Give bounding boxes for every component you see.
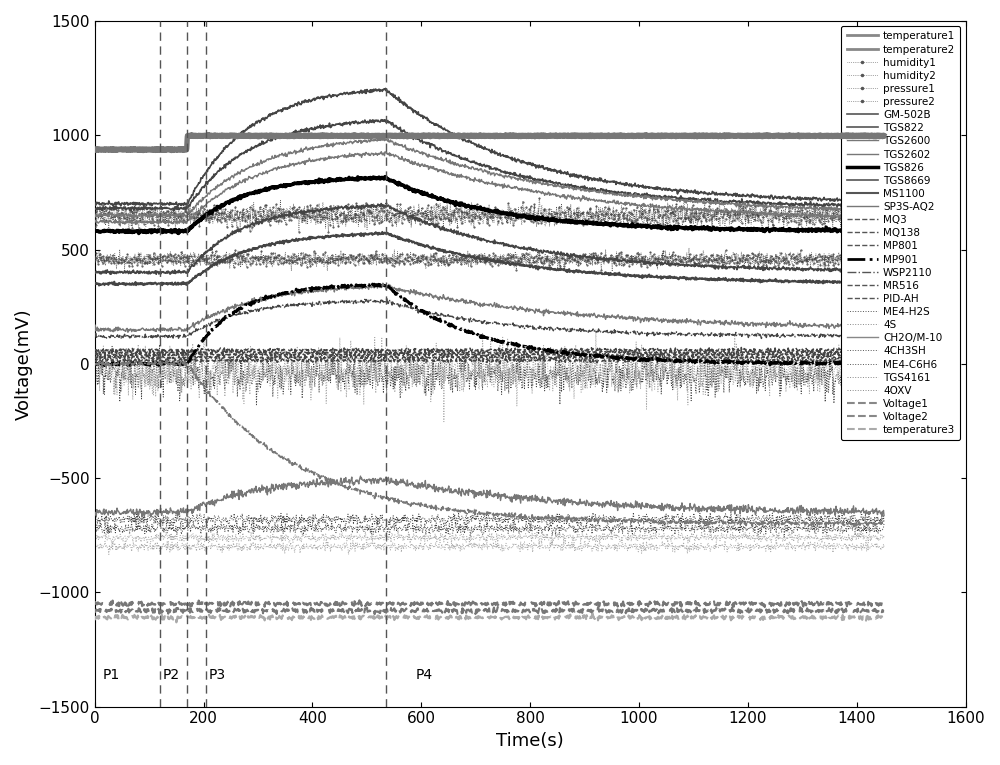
- Legend: temperature1, temperature2, humidity1, humidity2, pressure1, pressure2, GM-502B,: temperature1, temperature2, humidity1, h…: [841, 26, 960, 441]
- Text: P2: P2: [163, 668, 180, 682]
- Text: P4: P4: [416, 668, 433, 682]
- Text: P3: P3: [209, 668, 226, 682]
- Y-axis label: Voltage(mV): Voltage(mV): [15, 308, 33, 420]
- Text: P1: P1: [103, 668, 120, 682]
- X-axis label: Time(s): Time(s): [496, 732, 564, 750]
